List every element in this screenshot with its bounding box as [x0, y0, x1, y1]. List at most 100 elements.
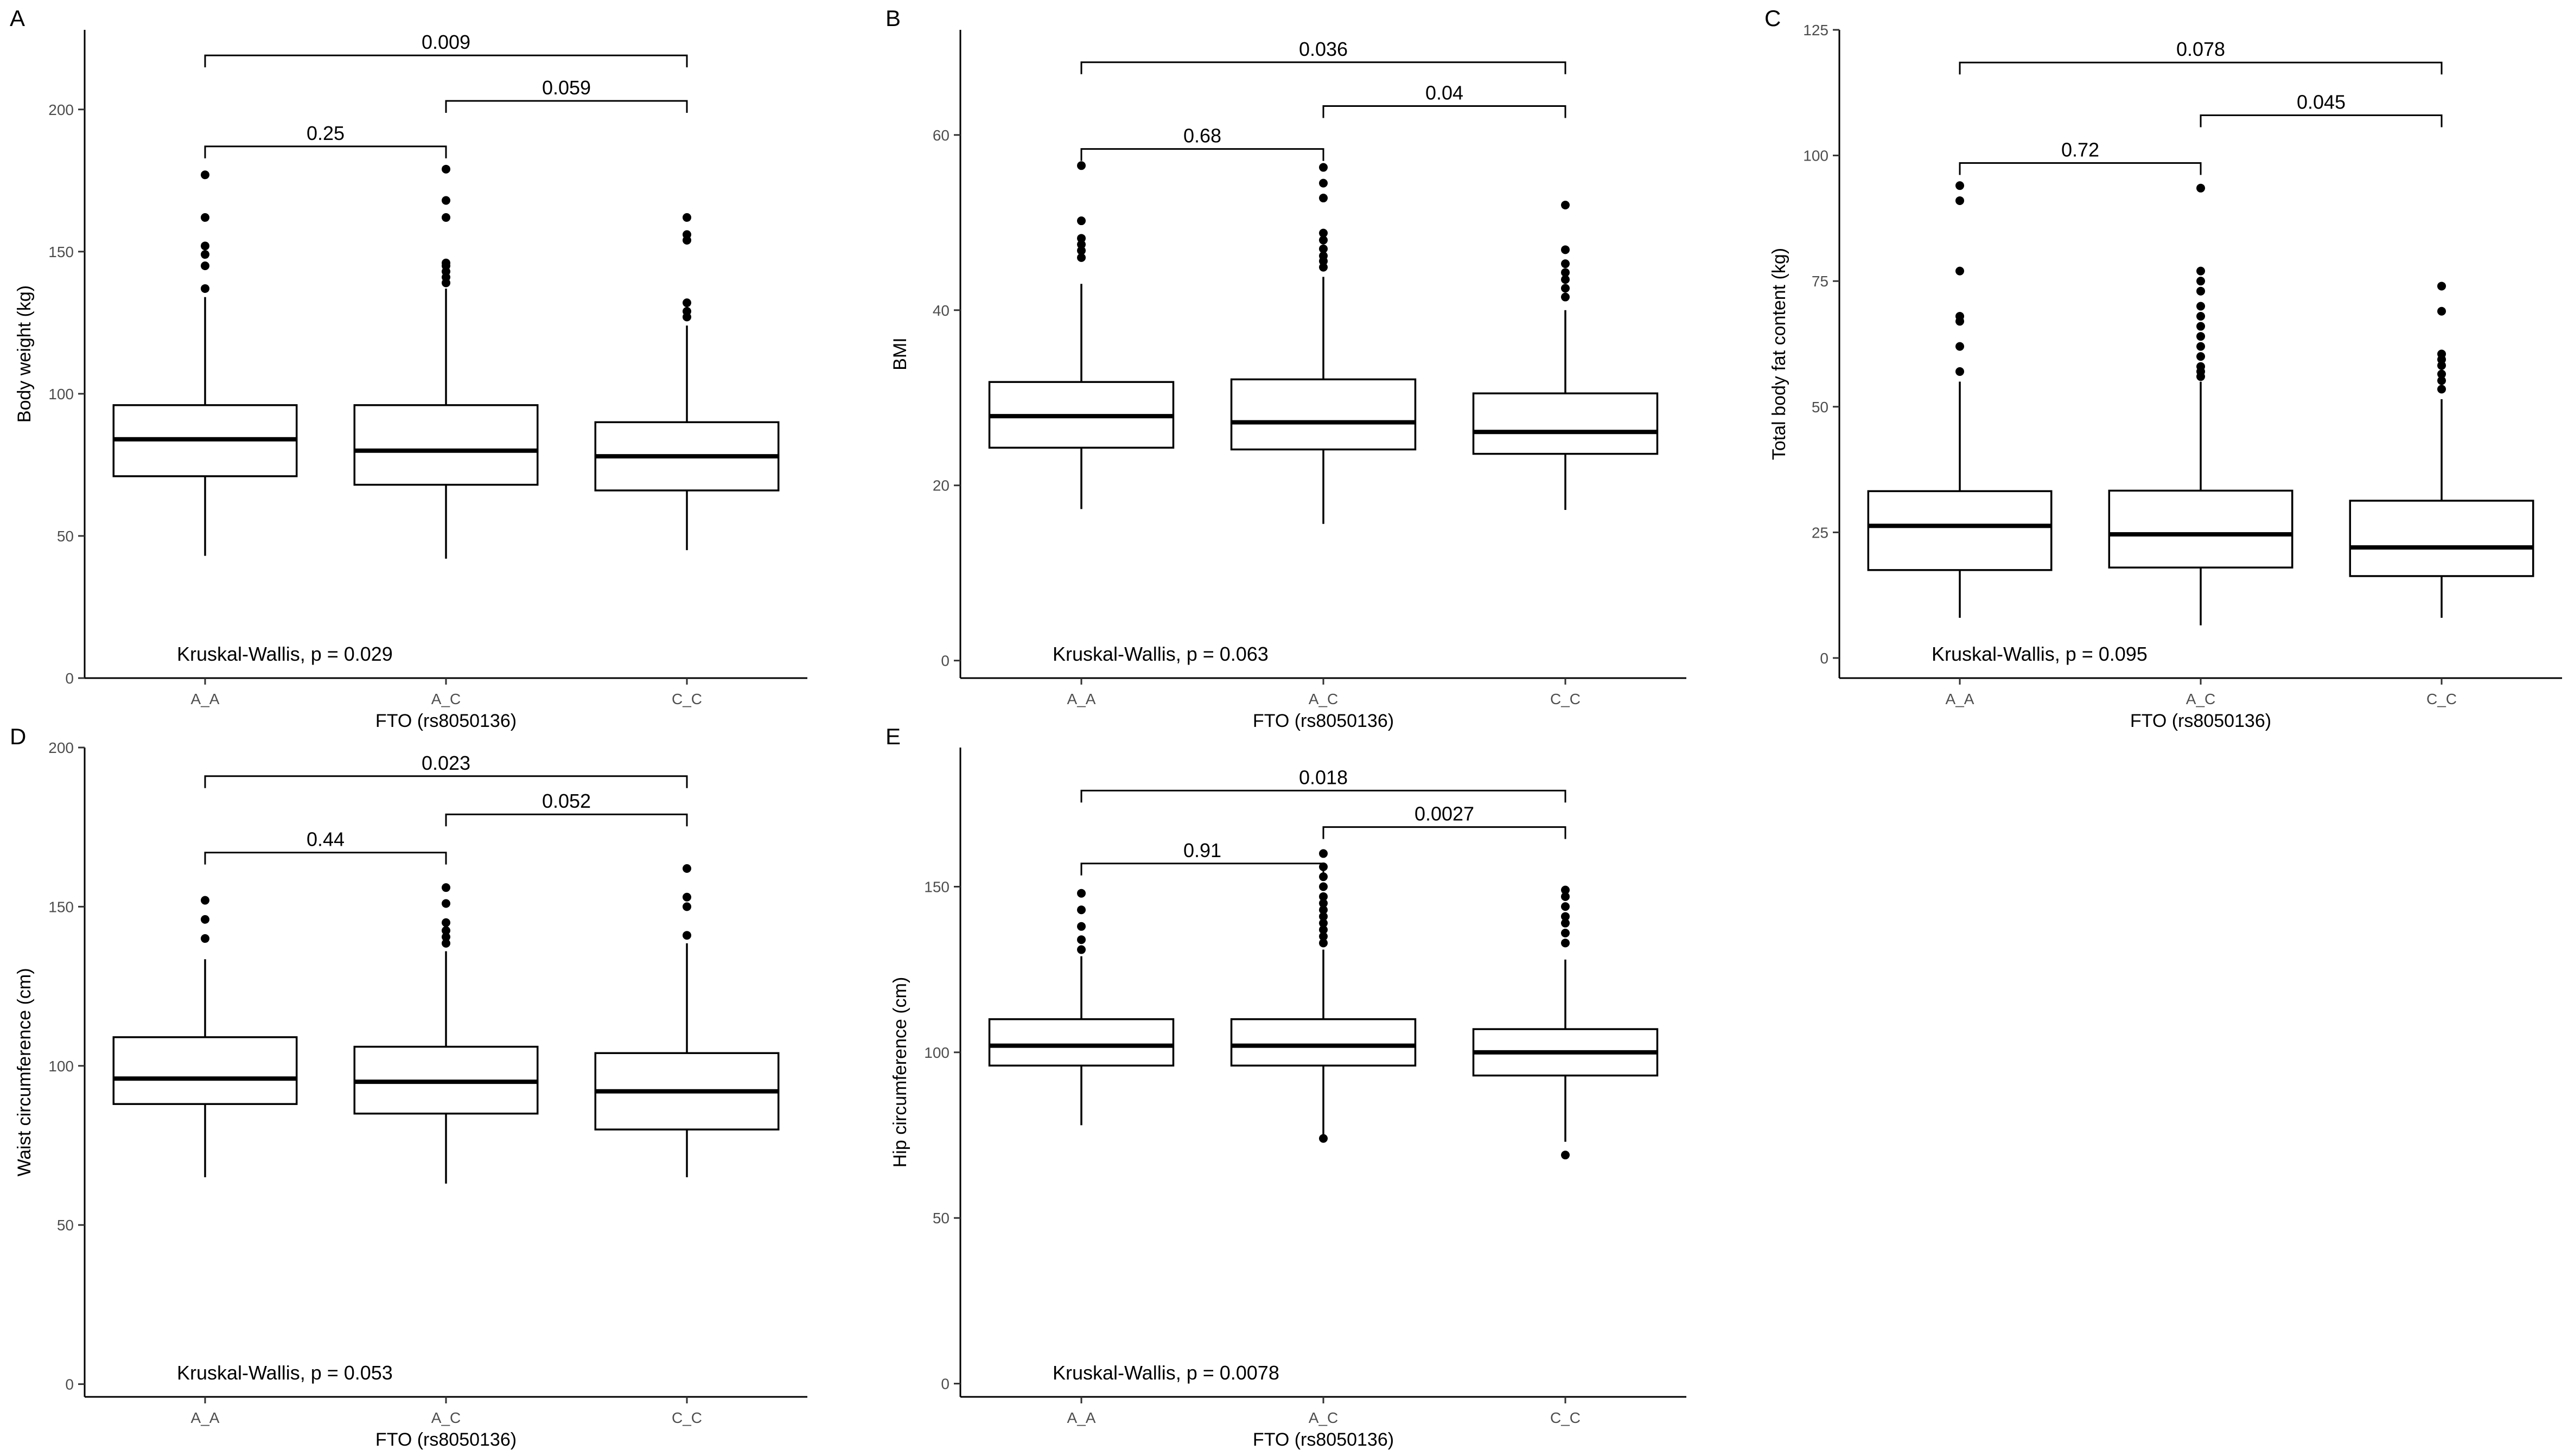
outlier-point — [1561, 918, 1570, 928]
outlier-point — [442, 926, 450, 935]
panel-letter: E — [885, 724, 901, 749]
y-tick-label: 0 — [1820, 650, 1828, 667]
outlier-point — [1077, 935, 1086, 944]
y-axis-title: Hip circumference (cm) — [890, 977, 910, 1167]
y-axis-title: Waist circumference (cm) — [14, 968, 35, 1176]
comparison-bracket: 0.009 — [204, 31, 688, 68]
x-tick-label: A_A — [1067, 1409, 1096, 1426]
outlier-point — [1077, 161, 1086, 170]
outlier-point — [1319, 251, 1328, 260]
outlier-point — [442, 164, 450, 174]
outlier-point — [2437, 369, 2446, 379]
panel-letter: C — [1764, 5, 1781, 31]
box-c_c — [2349, 282, 2534, 618]
x-tick-label: A_C — [431, 691, 461, 707]
outlier-point — [1319, 163, 1328, 172]
outlier-point — [1077, 253, 1086, 262]
panel-letter: A — [10, 5, 25, 31]
comparison-bracket: 0.91 — [1080, 839, 1324, 876]
outlier-point — [1077, 246, 1086, 255]
box-a_a — [112, 896, 298, 1178]
outlier-point — [1319, 178, 1328, 188]
y-tick-label: 20 — [933, 477, 950, 494]
outlier-point — [2196, 352, 2205, 361]
box-iqr — [1472, 392, 1659, 455]
outlier-point — [1955, 181, 1964, 190]
comparison-p-value: 0.44 — [307, 828, 345, 851]
outlier-point — [1077, 234, 1086, 243]
outlier-point — [683, 298, 691, 308]
outlier-point — [1561, 912, 1570, 921]
outlier-point — [1319, 892, 1328, 901]
outlier-point — [2437, 376, 2446, 385]
y-tick-label: 0 — [941, 653, 950, 669]
comparison-bracket: 0.052 — [445, 790, 688, 827]
outlier-point — [1955, 312, 1964, 321]
outlier-point — [201, 250, 209, 259]
y-tick-label: 200 — [48, 739, 74, 756]
comparison-bracket: 0.059 — [445, 76, 688, 113]
outlier-point — [201, 213, 209, 222]
outlier-point — [1077, 216, 1086, 226]
y-tick-label: 50 — [1812, 399, 1828, 416]
y-axis-title: BMI — [890, 337, 910, 370]
panel-a: A 0 50 100 150 200 A_A A_C C_C FTO (rs8050136) Bod… — [10, 5, 807, 731]
bracket-line — [1959, 61, 2443, 75]
box-iqr — [988, 1018, 1175, 1067]
y-tick-label: 25 — [1812, 524, 1828, 541]
box-iqr — [2108, 489, 2293, 569]
outlier-point — [1319, 849, 1328, 858]
y-axis-title: Total body fat content (kg) — [1769, 248, 1789, 460]
outlier-point — [201, 241, 209, 251]
outlier-point — [1955, 367, 1964, 376]
x-tick-label: A_C — [431, 1409, 461, 1426]
box-a_c — [1230, 163, 1417, 524]
outlier-point — [1561, 1151, 1570, 1160]
outlier-point — [1319, 872, 1328, 882]
outlier-point — [2196, 266, 2205, 276]
panel-c: C 0 25 50 75 100 125 A_A A_C C_C FTO (rs8050136) To… — [1764, 5, 2562, 731]
comparison-bracket: 0.0027 — [1322, 803, 1566, 839]
outlier-point — [683, 931, 691, 940]
bracket-line — [204, 775, 688, 788]
outlier-point — [1319, 912, 1328, 921]
comparison-bracket: 0.04 — [1322, 81, 1566, 118]
box-c_c — [594, 213, 780, 551]
outlier-point — [442, 918, 450, 927]
box-a_a — [112, 170, 298, 556]
bracket-line — [1959, 162, 2202, 175]
outlier-point — [1319, 925, 1328, 934]
outlier-point — [2196, 277, 2205, 286]
y-tick-label: 60 — [933, 127, 950, 144]
y-tick-label: 50 — [933, 1210, 950, 1227]
outlier-point — [1319, 918, 1328, 928]
outlier-point — [1319, 228, 1328, 238]
bracket-line — [204, 54, 688, 68]
x-axis-title: FTO (rs8050136) — [1253, 1429, 1394, 1450]
x-tick-label: C_C — [672, 691, 702, 707]
outlier-point — [1077, 922, 1086, 931]
x-tick-label: A_A — [1067, 691, 1096, 707]
outlier-point — [683, 230, 691, 239]
box-a_a — [988, 889, 1175, 1126]
x-tick-label: A_A — [191, 1409, 220, 1426]
y-tick-label: 40 — [933, 302, 950, 319]
box-a_a — [988, 161, 1175, 509]
outlier-point — [1077, 905, 1086, 915]
comparison-p-value: 0.059 — [542, 76, 591, 99]
y-tick-label: 50 — [57, 528, 74, 545]
outlier-point — [442, 933, 450, 942]
bracket-line — [1080, 863, 1324, 876]
outlier-point — [1561, 292, 1570, 302]
panel-d: D 0 50 100 150 200 A_A A_C C_C FTO (rs8050136) Wai… — [10, 724, 807, 1450]
outlier-point — [442, 883, 450, 892]
x-tick-label: A_A — [1946, 691, 1974, 707]
outlier-point — [2196, 332, 2205, 341]
outlier-point — [1561, 245, 1570, 254]
outlier-point — [442, 938, 450, 948]
outlier-point — [1955, 342, 1964, 351]
comparison-bracket: 0.72 — [1959, 138, 2202, 175]
bracket-line — [204, 852, 447, 865]
outlier-point — [1319, 194, 1328, 203]
bracket-line — [1080, 148, 1324, 161]
